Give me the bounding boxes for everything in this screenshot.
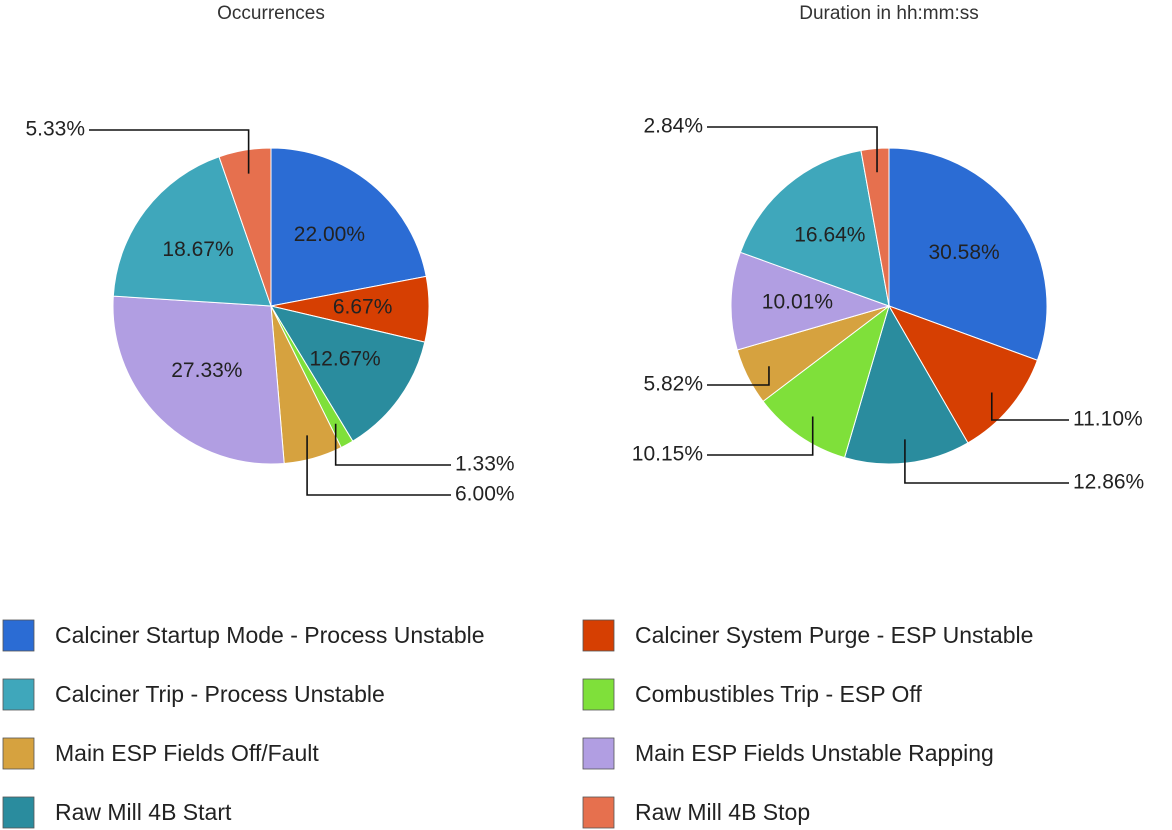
legend-swatch <box>2 737 35 770</box>
legend-label: Main ESP Fields Off/Fault <box>55 740 319 766</box>
slice-label: 12.67% <box>310 347 381 370</box>
pie-slice <box>888 147 1048 361</box>
legend-swatch <box>582 619 615 652</box>
slice-label: 5.33% <box>25 118 85 141</box>
legend-swatch <box>2 619 35 652</box>
leader-line <box>904 439 1069 484</box>
pie-slice <box>270 147 427 307</box>
pie-slice <box>762 304 890 459</box>
slice-label: 2.84% <box>643 115 703 138</box>
legend-label: Raw Mill 4B Stop <box>635 799 810 825</box>
legend-swatch <box>2 678 35 711</box>
slice-label: 18.67% <box>162 238 233 261</box>
slice-label: 6.67% <box>333 295 393 318</box>
leader-line <box>334 423 451 466</box>
slice-label: 10.15% <box>632 443 703 466</box>
slice-label: 16.64% <box>794 224 865 247</box>
leader-line <box>89 129 250 174</box>
slice-label: 5.82% <box>643 373 703 396</box>
chart-title: Duration in hh:mm:ss <box>799 3 979 24</box>
slice-label: 10.01% <box>762 291 833 314</box>
slice-label: 11.10% <box>1073 408 1143 431</box>
pie-slice <box>887 305 1039 444</box>
slice-label: 1.33% <box>455 453 515 476</box>
slice-label: 12.86% <box>1073 471 1144 494</box>
leader-line <box>707 366 770 386</box>
legend-swatch <box>582 737 615 770</box>
chart-title: Occurrences <box>217 3 325 24</box>
slice-label: 30.58% <box>928 241 999 264</box>
slice-label: 27.33% <box>171 359 242 382</box>
slice-label: 22.00% <box>294 223 365 246</box>
legend-swatch <box>582 796 615 829</box>
legend-label: Combustibles Trip - ESP Off <box>635 681 922 707</box>
pie-slice <box>218 147 272 307</box>
legend-swatch <box>582 678 615 711</box>
legend-label: Main ESP Fields Unstable Rapping <box>635 740 994 766</box>
pie-slice <box>112 295 285 465</box>
legend-swatch <box>2 796 35 829</box>
pie-slice <box>269 305 426 442</box>
legend-label: Calciner System Purge - ESP Unstable <box>635 622 1033 648</box>
pie-slice <box>730 251 891 351</box>
legend-label: Calciner Startup Mode - Process Unstable <box>55 622 485 648</box>
legend-label: Calciner Trip - Process Unstable <box>55 681 385 707</box>
leader-line <box>990 392 1069 421</box>
leader-line <box>707 416 814 456</box>
slice-label: 6.00% <box>455 483 515 506</box>
pie-slice <box>843 304 969 465</box>
leader-line <box>306 435 451 496</box>
pie-slice <box>739 149 890 307</box>
pie-slice <box>860 147 890 307</box>
leader-line <box>707 126 878 173</box>
legend-label: Raw Mill 4B Start <box>55 799 232 825</box>
